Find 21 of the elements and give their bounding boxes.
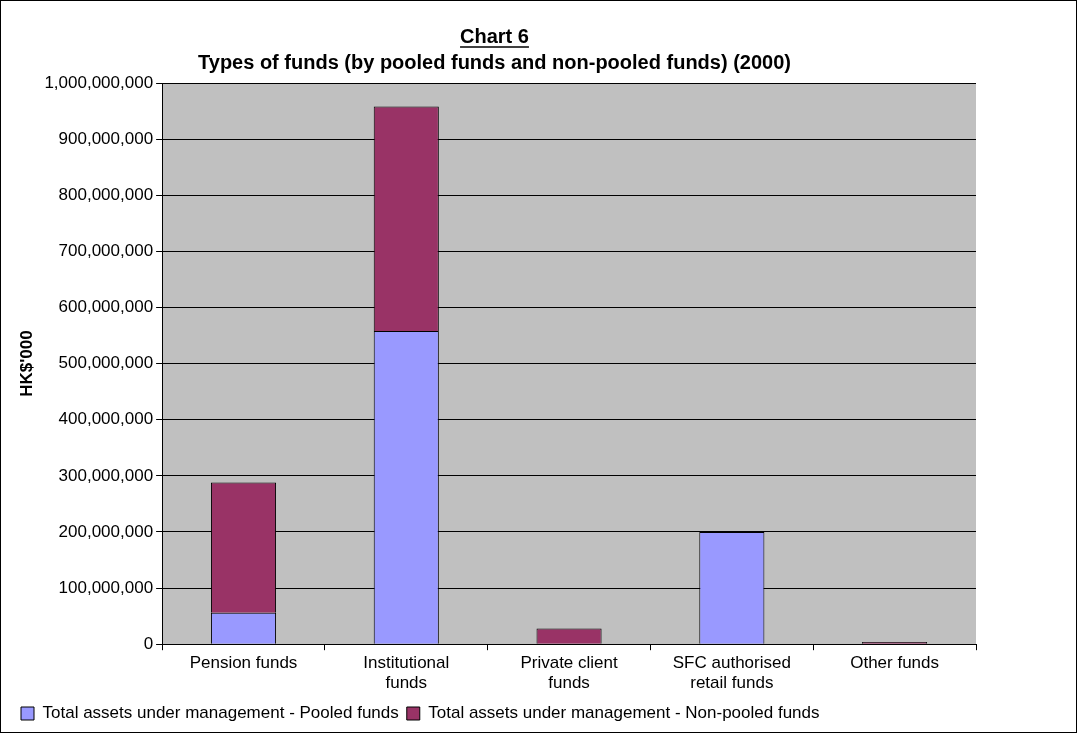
x-tick-label: Private client funds [520,653,618,693]
chart-title: Chart 6 [460,24,529,47]
legend-label: Total assets under management - Non-pooled funds [428,703,820,723]
y-tick-label: 700,000,000 [58,241,154,261]
y-tick-label: 600,000,000 [58,297,154,317]
x-tick-label: SFC authorised retail funds [672,653,791,693]
x-tick-label: Other funds [850,653,940,673]
y-tick-label: 900,000,000 [58,128,154,148]
y-tick-label: 100,000,000 [58,577,154,597]
x-tick-label: Institutional funds [363,653,450,693]
chart-subtitle: Types of funds (by pooled funds and non-pooled funds) (2000) [198,50,791,73]
y-tick-label: 400,000,000 [58,409,154,429]
y-tick-label: 300,000,000 [58,465,154,485]
y-tick-label: 1,000,000,000 [44,72,154,92]
x-tick-label: Pension funds [189,653,298,673]
y-axis-title: HK$'000 [16,330,36,397]
y-tick-label: 200,000,000 [58,521,154,541]
legend-label: Total assets under management - Pooled funds [42,703,399,723]
y-tick-label: 800,000,000 [58,184,154,204]
y-tick-label: 500,000,000 [58,353,154,373]
y-tick-label: 0 [143,633,154,653]
